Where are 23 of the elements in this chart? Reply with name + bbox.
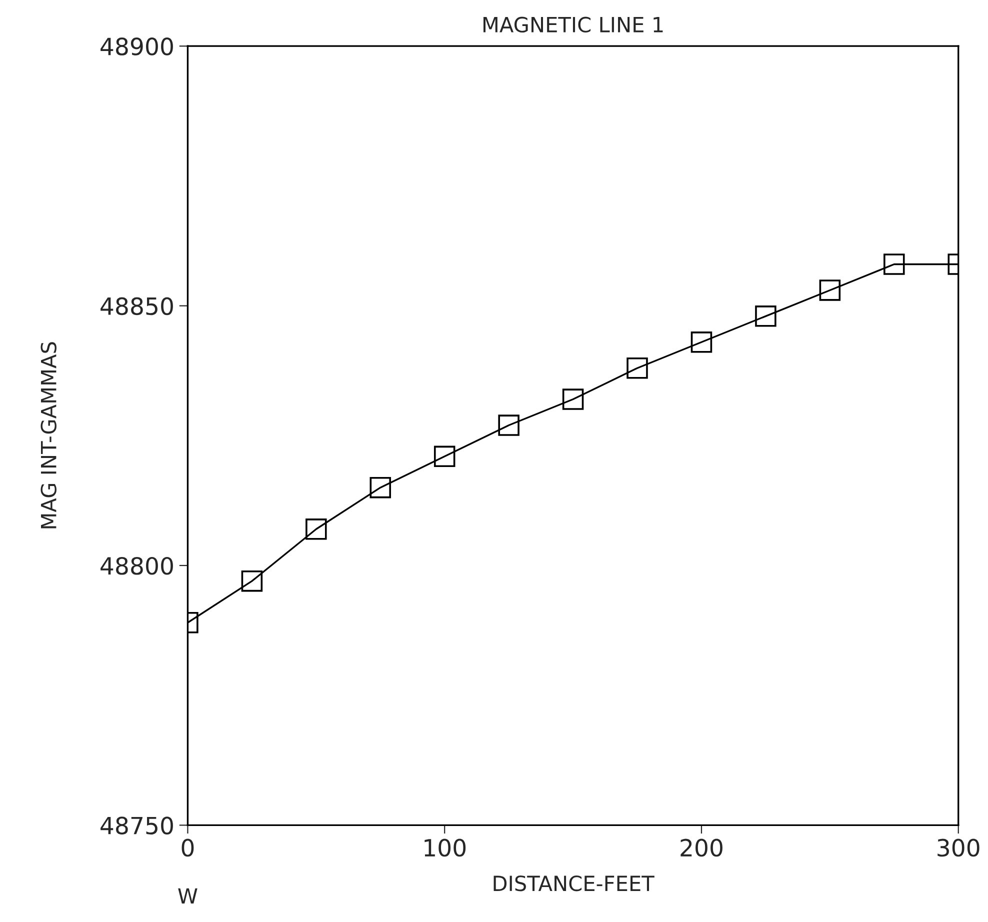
- point: [755, 306, 776, 327]
- point: [241, 570, 263, 592]
- point: [306, 518, 327, 540]
- point: [884, 254, 905, 275]
- point: [690, 332, 712, 353]
- y-tick-label: 48750: [100, 816, 173, 834]
- point: [434, 446, 456, 468]
- x-tick-label: 300: [938, 838, 980, 857]
- point: [626, 357, 648, 379]
- text: W: [178, 888, 198, 904]
- y-axis-title: MAG INT-GAMMAS: [40, 342, 56, 528]
- point: [562, 388, 584, 410]
- y-tick-label: 48800: [100, 556, 173, 575]
- point: [370, 476, 392, 498]
- chart-title: MAGNETIC LINE 1: [483, 16, 663, 33]
- point: [819, 280, 841, 301]
- y-tick-label: 48850: [100, 297, 173, 316]
- x-tick-label: 100: [424, 838, 466, 857]
- x-tick-label: 0: [182, 838, 194, 857]
- y-tick-label: 48900: [100, 38, 173, 56]
- point: [498, 414, 520, 436]
- x-axis-title: DISTANCE-FEET: [494, 875, 654, 892]
- x-tick-label: 200: [680, 838, 722, 857]
